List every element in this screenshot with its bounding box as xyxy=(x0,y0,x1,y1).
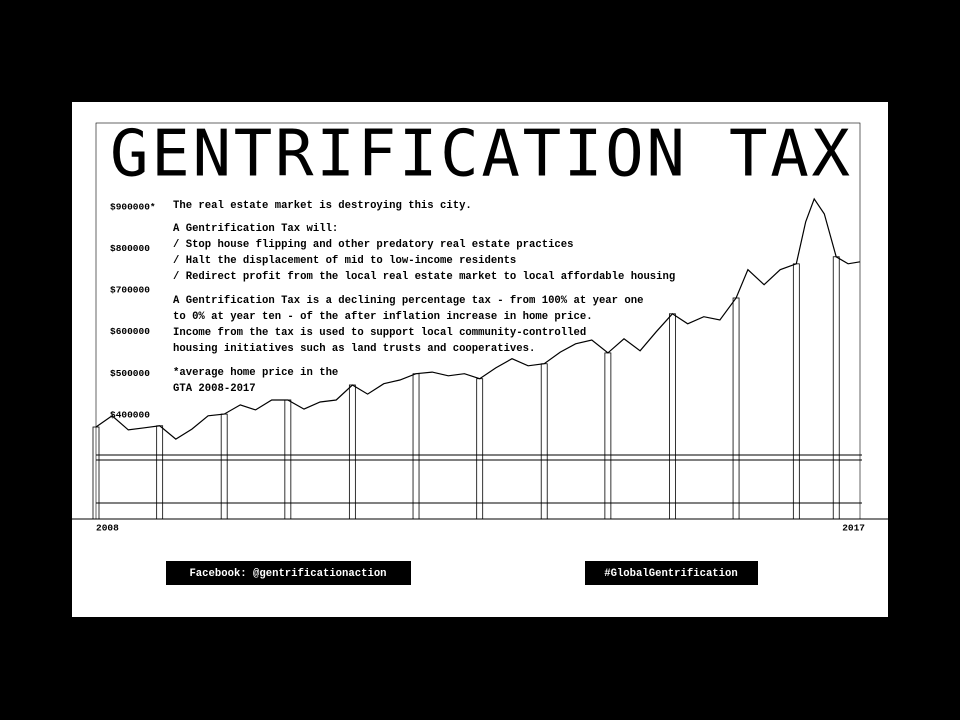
intro: The real estate market is destroying thi… xyxy=(173,200,472,212)
drop-post xyxy=(792,263,800,520)
drop-post xyxy=(732,297,740,520)
y-tick-label: $700000 xyxy=(110,285,150,296)
list-item: / Redirect profit from the local real es… xyxy=(173,271,675,283)
paragraph: housing initiatives such as land trusts … xyxy=(173,343,535,355)
x-tick-label: 2008 xyxy=(96,523,119,534)
list-item: / Halt the displacement of mid to low-in… xyxy=(173,255,516,267)
paragraph: Income from the tax is used to support l… xyxy=(173,327,586,339)
y-tick-label: $800000 xyxy=(110,243,150,254)
drop-post xyxy=(832,256,840,520)
y-tick-label: $500000 xyxy=(110,368,150,379)
y-tick-label: $400000 xyxy=(110,409,150,420)
list-heading: A Gentrification Tax will: xyxy=(173,223,338,235)
drop-post xyxy=(92,426,100,520)
drop-post xyxy=(220,413,228,520)
list-item: / Stop house flipping and other predator… xyxy=(173,239,574,251)
drop-post xyxy=(412,373,420,520)
drop-post xyxy=(156,425,164,520)
drop-post xyxy=(604,352,612,520)
drop-post xyxy=(476,378,484,520)
x-tick-label: 2017 xyxy=(842,523,865,534)
hashtag-box xyxy=(585,561,758,585)
panel xyxy=(72,102,888,617)
drop-post xyxy=(348,384,356,520)
facebook-box xyxy=(166,561,411,585)
stilts xyxy=(96,454,862,504)
paragraph: A Gentrification Tax is a declining perc… xyxy=(173,295,643,307)
facebook: Facebook: @gentrificationaction xyxy=(189,568,386,580)
footnote: GTA 2008-2017 xyxy=(173,383,256,395)
drop-post xyxy=(540,363,548,520)
hashtag: #GlobalGentrification xyxy=(604,568,738,580)
footnote: *average home price in the xyxy=(173,367,338,379)
price-line xyxy=(95,197,861,440)
y-tick-label: $900000* xyxy=(110,201,156,212)
paragraph: to 0% at year ten - of the after inflati… xyxy=(173,311,593,323)
y-tick-label: $600000 xyxy=(110,326,150,337)
drop-post xyxy=(284,399,292,520)
drop-post xyxy=(668,313,676,520)
